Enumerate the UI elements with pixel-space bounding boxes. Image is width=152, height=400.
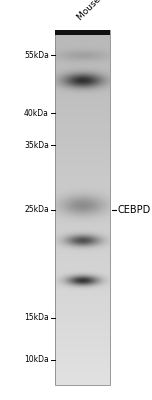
Text: 25kDa: 25kDa xyxy=(24,206,49,214)
Text: 35kDa: 35kDa xyxy=(24,140,49,150)
Bar xyxy=(55,30,110,35)
Text: CEBPD: CEBPD xyxy=(117,205,150,215)
Text: 10kDa: 10kDa xyxy=(24,356,49,364)
Bar xyxy=(55,30,110,385)
Text: 55kDa: 55kDa xyxy=(24,50,49,60)
Text: 15kDa: 15kDa xyxy=(24,314,49,322)
Text: 40kDa: 40kDa xyxy=(24,108,49,118)
Text: Mouse lung: Mouse lung xyxy=(76,0,119,22)
